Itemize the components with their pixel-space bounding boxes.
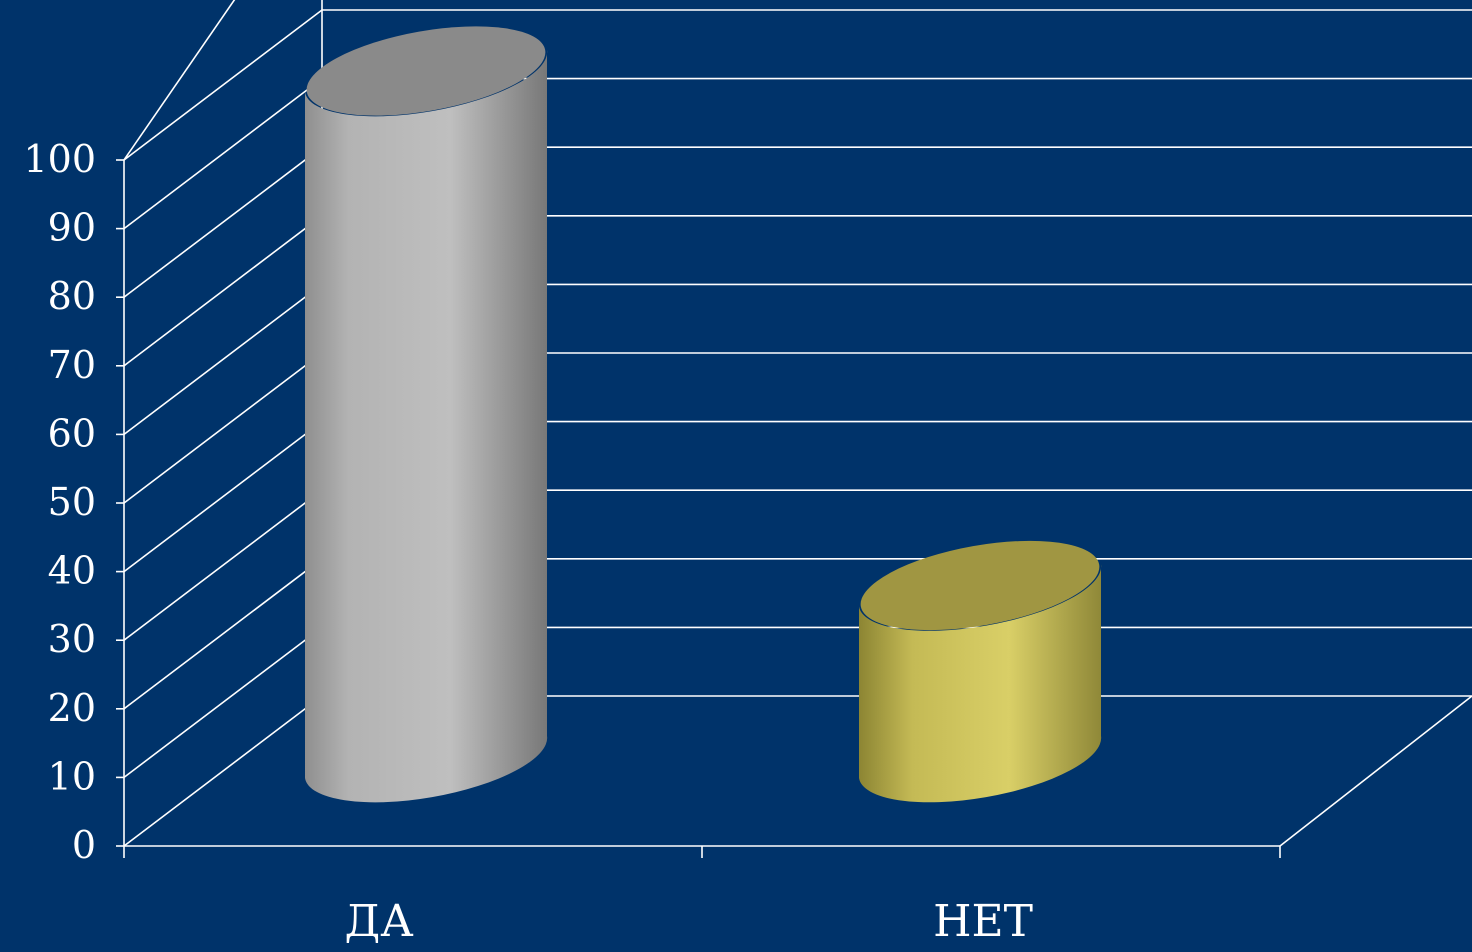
bar-top-cap (306, 26, 546, 116)
y-tick-label: 50 (48, 480, 96, 524)
y-tick-label: 0 (72, 823, 96, 867)
y-tick-label: 70 (48, 343, 96, 387)
gridline-side-wall (123, 489, 323, 641)
bar-НЕТ (859, 540, 1102, 803)
bar-body (305, 49, 548, 803)
gridline-side-wall (123, 77, 323, 230)
y-tick-label: 100 (23, 137, 96, 181)
y-tick-label: 20 (48, 686, 96, 730)
side-wall-top-edge (123, 0, 236, 161)
gridline-side-wall (123, 283, 323, 436)
floor-right-edge (1279, 695, 1472, 847)
x-tick-label: НЕТ (933, 896, 1033, 947)
y-tick-label: 60 (48, 411, 96, 455)
gridline-side-wall (123, 352, 323, 504)
gridline-side-wall (123, 626, 323, 779)
gridline-side-wall (123, 215, 323, 367)
y-tick-label: 10 (48, 754, 96, 798)
bar-top-cap (860, 540, 1100, 631)
y-tick-label: 80 (48, 274, 96, 318)
bar-ДА (305, 26, 548, 803)
gridline-side-wall (123, 420, 323, 573)
bar-body (859, 564, 1102, 803)
x-tick-label: ДА (344, 896, 413, 947)
y-tick-label: 90 (48, 206, 96, 250)
gridline-side-wall (123, 146, 323, 298)
y-tick-label: 40 (48, 549, 96, 593)
gridline-side-wall (123, 558, 323, 710)
gridline-side-wall (123, 9, 323, 161)
gridline-side-wall (123, 695, 323, 847)
y-tick-label: 30 (48, 617, 96, 661)
